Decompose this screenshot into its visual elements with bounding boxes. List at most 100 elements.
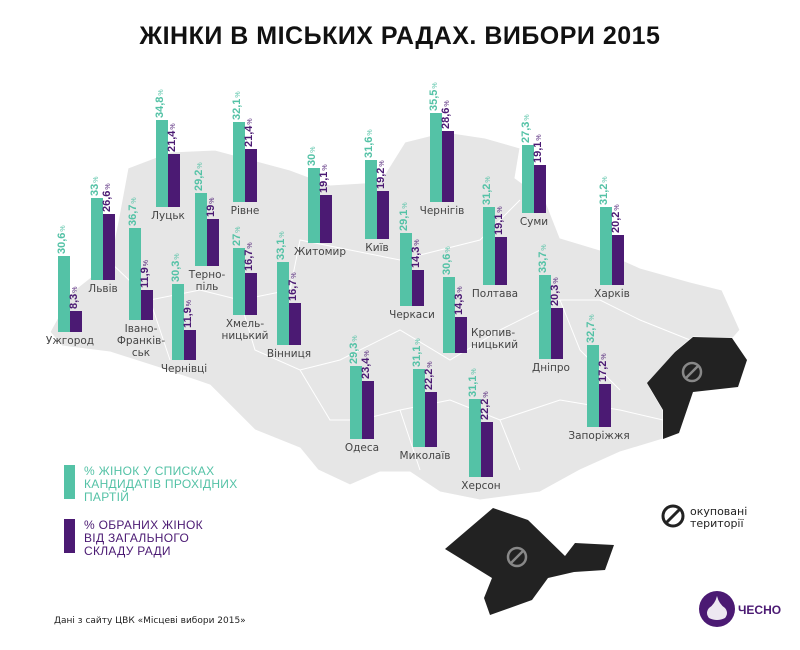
- legend-elected: % ОБРАНИХ ЖІНОК ВІД ЗАГАЛЬНОГО СКЛАДУ РА…: [84, 518, 203, 558]
- city-label: Івано- Франків- ськ: [116, 323, 166, 359]
- city-label: Херсон: [461, 480, 501, 492]
- value-label-elected: 21,4%: [166, 122, 178, 152]
- city-label: Рівне: [230, 205, 260, 217]
- occupied-crimea: [445, 508, 614, 615]
- value-label-candidates: 33,7%: [537, 244, 549, 273]
- bar-candidates: [365, 160, 377, 239]
- city-label: Хмель- ницький: [221, 318, 269, 342]
- bar-elected: [70, 311, 82, 332]
- value-label-elected: 19,1%: [532, 134, 544, 164]
- value-label-elected: 11,9%: [182, 300, 194, 329]
- city-label: Дніпро: [532, 362, 570, 374]
- bar-elected: [103, 213, 115, 280]
- value-label-elected: 21,4%: [243, 117, 255, 147]
- value-label-candidates: 31,6%: [363, 129, 375, 158]
- city-label: Вінниця: [266, 348, 312, 360]
- bar-candidates: [129, 228, 141, 320]
- occupied-donbas: [647, 337, 747, 439]
- bar-candidates: [600, 207, 612, 285]
- bar-elected: [207, 218, 219, 266]
- value-label-elected: 20,3%: [549, 277, 561, 307]
- value-label-candidates: 31,2%: [598, 176, 610, 205]
- page-title: ЖІНКИ В МІСЬКИХ РАДАХ. ВИБОРИ 2015: [139, 22, 661, 50]
- value-label-candidates: 30%: [306, 146, 318, 166]
- chesno-logo-icon: [699, 591, 735, 627]
- city-label: Ужгород: [45, 335, 95, 347]
- bar-candidates: [483, 207, 495, 285]
- bar-candidates: [587, 345, 599, 427]
- legend-occupied: окуповані території: [690, 505, 748, 530]
- city-label: Чернігів: [419, 205, 465, 217]
- bar-elected: [534, 165, 546, 213]
- bar-candidates: [58, 255, 70, 332]
- value-label-elected: 20,2%: [610, 203, 622, 233]
- bar-elected: [245, 273, 257, 315]
- bar-candidates: [469, 399, 481, 477]
- value-label-elected: 17,2%: [597, 353, 609, 382]
- value-label-elected: 28,6%: [440, 99, 452, 129]
- bar-candidates: [430, 113, 442, 202]
- prohibited-icon: [661, 504, 685, 528]
- city-label: Суми: [519, 216, 549, 228]
- bar-elected: [362, 380, 374, 439]
- bar-candidates: [308, 168, 320, 243]
- logo: ЧЕСНО: [738, 603, 782, 617]
- value-label-candidates: 30,6%: [441, 245, 453, 275]
- city-label: Черкаси: [389, 309, 435, 321]
- bar-elected: [551, 308, 563, 359]
- value-label-elected: 23,4%: [360, 349, 372, 379]
- value-label-elected: 22,2%: [423, 360, 435, 390]
- value-label-elected: 11,9%: [139, 260, 151, 289]
- bar-candidates: [277, 262, 289, 345]
- bar-elected: [412, 270, 424, 306]
- city-label: Харків: [594, 288, 630, 300]
- bar-candidates: [195, 193, 207, 266]
- bar-candidates: [233, 121, 245, 202]
- bar-candidates: [413, 369, 425, 447]
- city-label: Полтава: [471, 288, 519, 300]
- bar-elected: [442, 130, 454, 202]
- bar-elected: [141, 290, 153, 320]
- value-label-candidates: 29,2%: [193, 162, 205, 191]
- bar-candidates: [539, 274, 551, 359]
- value-label-candidates: 31,2%: [481, 176, 493, 205]
- bar-candidates: [156, 120, 168, 207]
- bar-candidates: [91, 197, 103, 280]
- city-label: Житомир: [293, 246, 347, 258]
- bar-elected: [245, 148, 257, 202]
- legend-swatch-candidates: [64, 465, 75, 499]
- value-label-elected: 16,7%: [287, 272, 299, 302]
- legend-candidates: % ЖІНОК У СПИСКАХ КАНДИДАТІВ ПРОХІДНИХ П…: [84, 464, 238, 504]
- city-label: Терно- піль: [188, 269, 226, 293]
- bar-elected: [184, 330, 196, 360]
- value-label-elected: 19,1%: [318, 164, 330, 194]
- city-label: Кропив- ницький: [471, 327, 519, 351]
- bar-candidates: [400, 233, 412, 306]
- city-label: Одеса: [344, 442, 380, 454]
- bar-elected: [599, 384, 611, 427]
- value-label-candidates: 29,1%: [398, 202, 410, 232]
- bar-candidates: [172, 284, 184, 360]
- value-label-candidates: 32,7%: [585, 314, 597, 344]
- bar-elected: [495, 237, 507, 285]
- bar-elected: [320, 195, 332, 243]
- prohibited-icon: [506, 361, 703, 568]
- value-label-elected: 19,2%: [375, 160, 387, 189]
- city-label: Миколаїв: [399, 450, 451, 462]
- city-label: Чернівці: [160, 363, 208, 375]
- bar-elected: [168, 153, 180, 207]
- city-label: Луцьк: [151, 210, 185, 222]
- value-label-elected: 26,6%: [101, 182, 113, 212]
- bar-elected: [289, 303, 301, 345]
- city-label: Львів: [88, 283, 118, 295]
- value-label-candidates: 30,6%: [56, 224, 68, 254]
- bar-elected: [455, 317, 467, 353]
- value-label-candidates: 32,1%: [231, 91, 243, 120]
- value-label-elected: 16,7%: [243, 242, 255, 272]
- city-label: Запоріжжя: [568, 430, 630, 442]
- bar-candidates: [443, 276, 455, 353]
- bar-elected: [481, 421, 493, 477]
- bar-candidates: [522, 144, 534, 213]
- value-label-elected: 22,2%: [479, 390, 491, 420]
